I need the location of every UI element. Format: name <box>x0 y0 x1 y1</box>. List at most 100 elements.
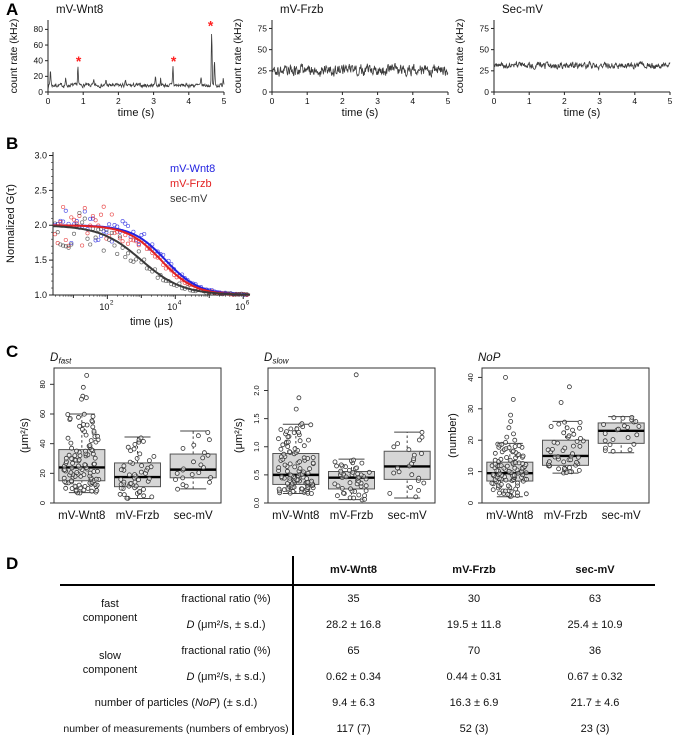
svg-text:60: 60 <box>38 410 47 418</box>
row-label-slow-fractional: fractional ratio (%) <box>181 645 271 657</box>
table-row: D (μm²/s, ± s.d.) 0.62 ± 0.34 0.44 ± 0.3… <box>60 664 655 690</box>
svg-text:10: 10 <box>99 302 109 312</box>
trace <box>47 33 225 89</box>
row-label-fast-fractional: fractional ratio (%) <box>181 593 271 605</box>
cell-value: 21.7 ± 4.6 <box>570 697 620 709</box>
fit-line-mV-Wnt8 <box>53 224 250 296</box>
data-points-mV-Wnt8 <box>489 374 529 499</box>
cell-value: 25.4 ± 10.9 <box>567 619 623 631</box>
svg-text:40: 40 <box>38 439 47 447</box>
table-row: number of particles (NoP) (± s.d.) 9.4 ±… <box>60 690 655 716</box>
svg-text:80: 80 <box>38 380 47 388</box>
svg-text:20: 20 <box>34 71 44 81</box>
svg-text:1.0: 1.0 <box>34 290 47 300</box>
svg-text:sec-mV: sec-mV <box>174 510 213 522</box>
col-header-sec-mv: sec-mV <box>535 556 655 586</box>
svg-text:count rate (kHz): count rate (kHz) <box>232 19 244 94</box>
cell-value: 23 (3) <box>580 723 610 735</box>
svg-text:count rate (kHz): count rate (kHz) <box>8 19 20 94</box>
svg-text:0: 0 <box>38 501 47 505</box>
boxplot-d-slow: 0.0 0.5 1.0 1.5 2.0 (μm²/s) D slow mV-Wnt8 mV-Frz… <box>233 352 436 522</box>
svg-text:80: 80 <box>34 24 44 34</box>
row-label-slow-d: D (μm²/s, ± s.d.) <box>160 664 293 690</box>
svg-text:0.0: 0.0 <box>252 498 261 508</box>
cell-value: 63 <box>588 593 602 605</box>
data-points-mV-Frzb <box>117 435 157 501</box>
svg-text:D: D <box>264 352 272 364</box>
svg-text:3: 3 <box>597 96 602 106</box>
legend: mV-Wnt8 mV-Frzb sec-mV <box>170 163 215 205</box>
svg-text:4: 4 <box>186 96 191 106</box>
panel-label-c: C <box>6 342 19 361</box>
svg-text:0: 0 <box>262 87 267 97</box>
svg-text:sec-mV: sec-mV <box>602 510 641 522</box>
row-group-slow-component: slow component <box>82 650 138 676</box>
table-row: number of measurements (numbers of embry… <box>60 716 655 735</box>
svg-text:0: 0 <box>492 96 497 106</box>
svg-text:40: 40 <box>34 55 44 65</box>
col-header-mv-frzb: mV-Frzb <box>413 556 535 586</box>
svg-text:75: 75 <box>258 23 268 33</box>
svg-text:time (s): time (s) <box>342 107 379 119</box>
svg-text:25: 25 <box>480 66 490 76</box>
cell-value: 52 (3) <box>459 723 489 735</box>
svg-text:slow: slow <box>273 357 290 366</box>
box-sec-mV <box>383 431 431 499</box>
svg-text:1.5: 1.5 <box>252 413 261 423</box>
svg-text:mV-Frzb: mV-Frzb <box>170 178 212 190</box>
boxplot-d-fast: 0 20 40 60 80 (μm²/s) D fast mV-Wnt8 mV-Frzb sec-m… <box>19 352 222 522</box>
table-header-row: mV-Wnt8 mV-Frzb sec-mV <box>60 556 655 586</box>
svg-text:*: * <box>76 53 82 69</box>
svg-text:2: 2 <box>116 96 121 106</box>
svg-text:2.5: 2.5 <box>34 185 47 195</box>
svg-text:75: 75 <box>480 23 490 33</box>
cell-value: 65 <box>292 638 413 664</box>
svg-text:6: 6 <box>246 300 250 307</box>
data-points-sec-mV <box>601 415 642 454</box>
svg-text:NoP: NoP <box>478 352 501 364</box>
data-points-mV-Wnt8 <box>276 395 316 496</box>
svg-text:sec-mV: sec-mV <box>170 193 208 205</box>
svg-text:1: 1 <box>527 96 532 106</box>
cell-value: 28.2 ± 16.8 <box>292 612 413 638</box>
svg-text:0: 0 <box>46 96 51 106</box>
axes: 0 25 50 75 0 1 2 3 4 5 count rate (kHz) time (s) <box>232 19 451 119</box>
data-points-mV-Frzb <box>545 384 586 476</box>
svg-text:time (s): time (s) <box>118 107 155 119</box>
italic-d: D <box>186 671 195 683</box>
data-points-sec-mV <box>387 429 427 500</box>
italic-d: D <box>186 619 195 631</box>
svg-text:fast: fast <box>59 357 73 366</box>
col-header-mv-wnt8: mV-Wnt8 <box>292 556 413 586</box>
cell-value: 9.4 ± 6.3 <box>292 690 413 716</box>
label-rest: (μm²/s, ± s.d.) <box>194 671 266 683</box>
row-label-fast-d: D (μm²/s, ± s.d.) <box>160 612 293 638</box>
svg-text:1: 1 <box>81 96 86 106</box>
svg-text:3: 3 <box>151 96 156 106</box>
svg-text:sec-mV: sec-mV <box>388 510 427 522</box>
axes: 0 20 40 60 80 0 1 2 3 4 5 count rate (kHz) time (s) <box>8 19 227 119</box>
svg-text:*: * <box>208 18 214 34</box>
svg-text:60: 60 <box>34 40 44 50</box>
panel-label-b: B <box>6 134 19 153</box>
row-label-nop: number of particles (NoP) (± s.d.) <box>60 690 293 716</box>
trace <box>271 62 449 78</box>
row-group-fast-component: fast component <box>82 598 138 624</box>
svg-text:D: D <box>50 352 58 364</box>
fit-line-mV-Frzb <box>53 224 251 296</box>
svg-text:5: 5 <box>446 96 451 106</box>
svg-text:2: 2 <box>110 300 114 307</box>
svg-text:mV-Frzb: mV-Frzb <box>544 510 587 522</box>
label-post: ) (± s.d.) <box>216 697 258 709</box>
italic-nop: NoP <box>194 697 217 709</box>
svg-text:2.0: 2.0 <box>252 385 261 395</box>
svg-text:0.5: 0.5 <box>252 470 261 480</box>
axes: 0 25 50 75 0 1 2 3 4 5 count rate (kHz) time (s) <box>454 19 673 119</box>
cell-value: 70 <box>467 645 481 657</box>
svg-text:2: 2 <box>562 96 567 106</box>
svg-text:*: * <box>171 53 177 69</box>
chart-title: NoP <box>478 352 501 364</box>
svg-text:3: 3 <box>375 96 380 106</box>
